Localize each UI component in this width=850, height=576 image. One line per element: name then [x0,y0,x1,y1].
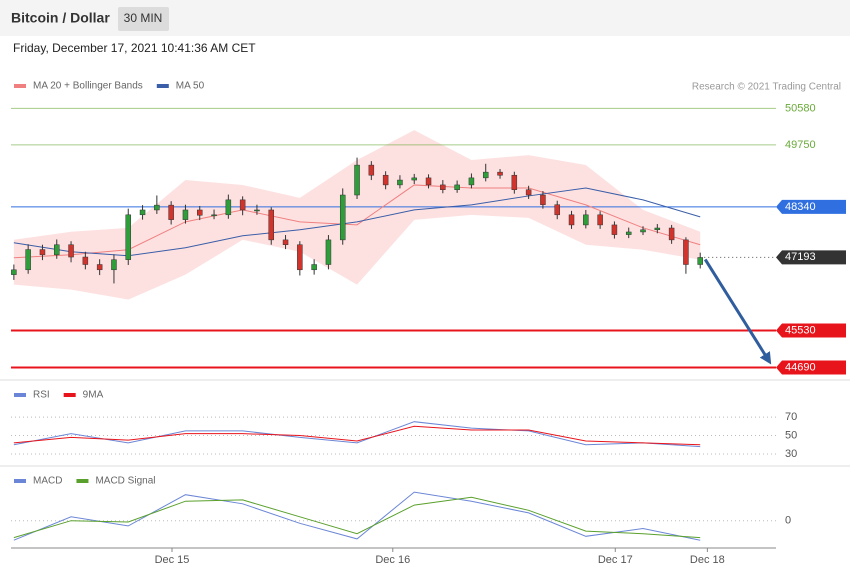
candle-body [82,256,89,265]
candle-body [111,259,117,271]
legend-swatch [63,393,76,397]
candle-body [196,209,203,216]
candle-body [625,231,632,235]
candle-body [268,209,274,241]
candle-body [325,239,332,265]
candle-body [540,194,546,205]
y-tick-label: 70 [785,411,797,423]
x-tick-label: Dec 18 [690,554,725,566]
series-line [13,421,701,448]
level-label: 49750 [785,139,816,151]
title: Bitcoin / Dollar [11,10,110,26]
candle-body [697,257,703,265]
level-tag [776,199,846,214]
level-tag [776,323,846,338]
interval-badge[interactable] [118,7,169,31]
candle-body [511,174,518,190]
candle-body [611,224,618,235]
level-tag [776,360,846,375]
legend-swatch [156,84,169,88]
legend-label: MACD [33,476,62,487]
candle-body [39,249,46,256]
candle-body [597,214,603,226]
level-label: 45530 [785,324,816,336]
candle-body [583,214,589,226]
legend-label: MA 50 [176,81,205,92]
candle-body [311,264,317,271]
y-tick-label: 0 [785,515,791,527]
x-tick-label: Dec 17 [598,554,633,566]
candle-body [554,204,560,216]
candle-body [168,204,174,220]
series-line [13,491,701,541]
candle-body [368,164,375,176]
candle-body [482,171,489,179]
legend-label: MACD Signal [95,476,155,487]
candle-body [568,214,575,226]
candle-body [683,239,689,265]
interval: 30 MIN [124,11,163,25]
candle-body [254,209,260,212]
level-tag [776,250,846,265]
candle-body [25,249,31,271]
legend-swatch [76,479,89,483]
candle-body [354,164,360,196]
legend-swatch [14,84,26,88]
candle-body [125,214,132,260]
y-tick-label: 30 [785,448,797,460]
bollinger-band [13,130,701,300]
level-label: 44690 [785,361,816,373]
candle-body [239,199,246,211]
candle-body [654,227,661,231]
candle-body [425,177,432,186]
legend-label: RSI [33,390,50,401]
series-line [13,425,701,446]
candle-body [440,184,446,190]
y-tick-label: 50 [785,429,797,441]
level-label: 50580 [785,102,816,114]
level-label: 47193 [785,251,816,263]
candle-body [11,269,17,275]
level-label: 48340 [785,201,816,213]
candle-body [297,244,303,271]
candle-body [411,177,417,181]
credit: Research © 2021 Trading Central [692,82,841,93]
candle-body [640,229,646,233]
candle-body [282,239,289,245]
x-tick-label: Dec 16 [375,554,410,566]
candle-body [96,264,103,271]
candle-body [154,204,160,211]
candle-body [225,199,232,216]
candle-body [382,174,389,186]
candle-body [54,244,60,256]
series-line [13,496,701,539]
candle-body [497,171,503,176]
candle-body [454,184,460,190]
legend-swatch [14,479,26,483]
x-tick-label: Dec 15 [155,554,190,566]
forecast-arrow [703,258,772,365]
candle-body [182,209,189,220]
candle-body [211,214,217,217]
timestamp: Friday, December 17, 2021 10:41:36 AM CE… [13,41,256,55]
legend-swatch [14,393,26,397]
candle-body [339,194,346,241]
candle-body [468,177,475,186]
candle-body [397,179,403,186]
legend-label: MA 20 + Bollinger Bands [33,81,143,92]
legend-label: 9MA [83,390,104,401]
candle-body [139,209,146,216]
candle-body [68,244,74,258]
candle-body [668,227,675,241]
candle-body [525,189,532,196]
